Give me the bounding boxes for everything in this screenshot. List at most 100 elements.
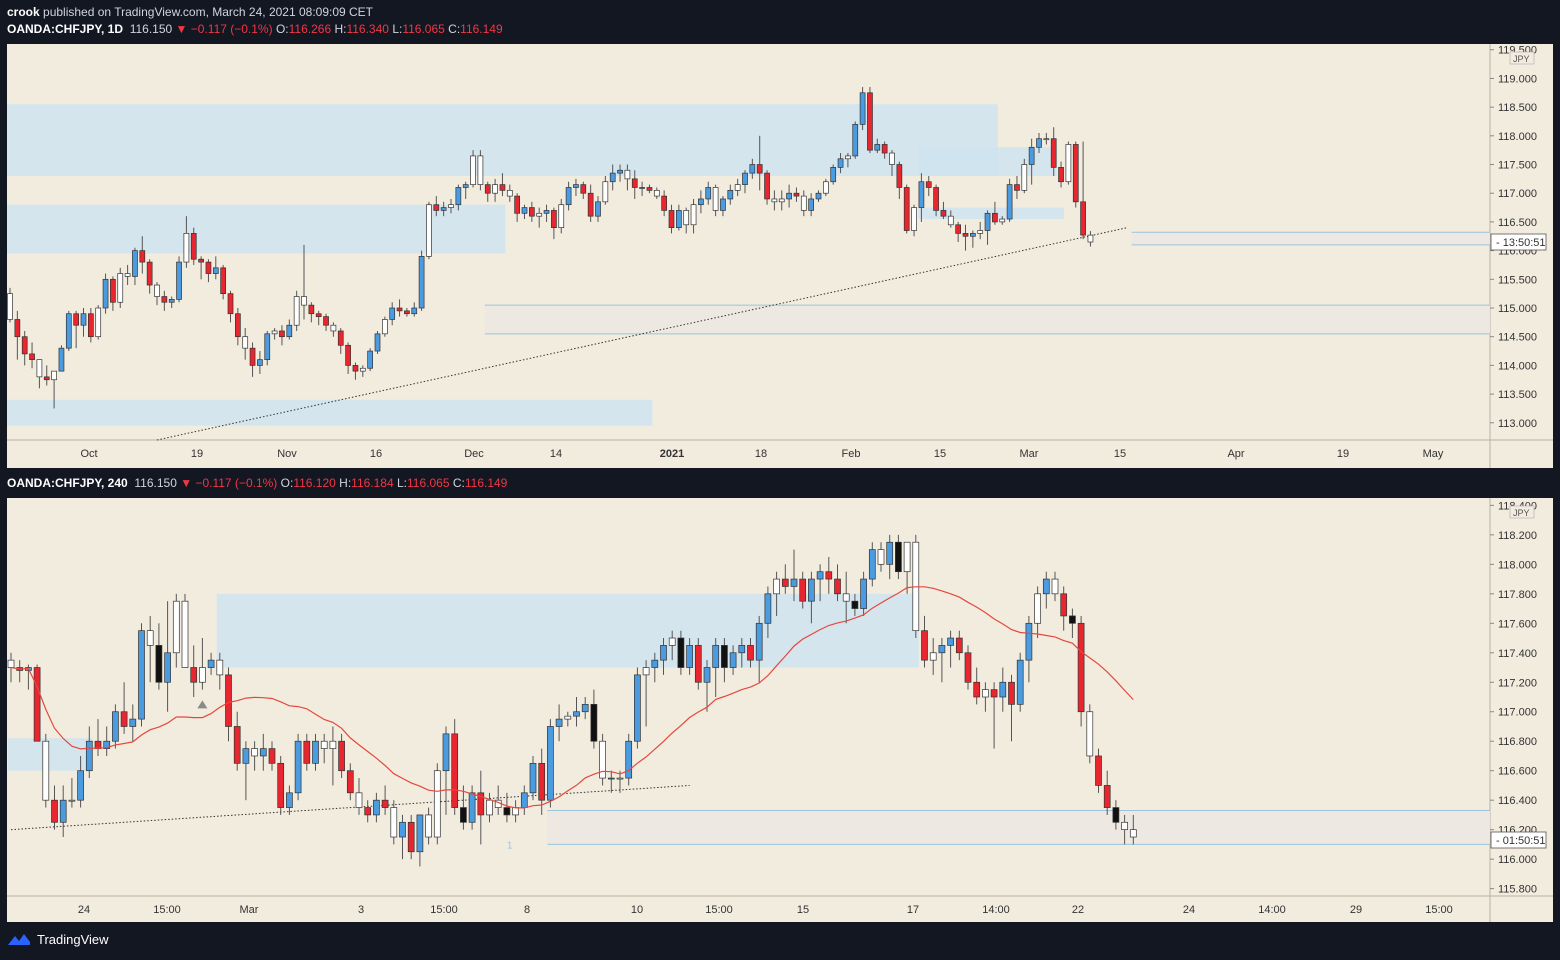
zone-box (216, 593, 919, 668)
candle-body (538, 762, 546, 801)
candle-body (925, 181, 932, 188)
candle-body (112, 711, 119, 742)
candle-body (624, 169, 631, 180)
candle-body (345, 344, 351, 366)
candle-body (822, 181, 829, 194)
candle-body (639, 187, 645, 189)
candle-body (1051, 578, 1059, 595)
candle-body (842, 593, 850, 602)
candle-body (235, 313, 241, 338)
candle-body (199, 667, 206, 683)
candle-body (1077, 622, 1085, 713)
bottom-symbol[interactable]: OANDA:CHFJPY, 240 (7, 476, 128, 490)
bottom-legend: OANDA:CHFJPY, 240 116.150 ▼ −0.117 (−0.1… (7, 476, 507, 490)
top-pane[interactable]: 119.500119.000118.500118.000117.500117.0… (7, 44, 1553, 468)
author-name[interactable]: crook (7, 5, 40, 19)
bottom-pane[interactable]: 1118.400118.200118.000117.800117.600117.… (7, 498, 1553, 922)
candle-body (874, 144, 881, 151)
candle-body (877, 549, 885, 565)
candle-body (660, 645, 667, 661)
candle-body (103, 740, 111, 749)
candle-body (301, 296, 307, 306)
bottom-open: 116.120 (293, 476, 336, 490)
candle-body (808, 198, 815, 211)
candle-body (816, 571, 824, 580)
candle-body (837, 158, 844, 168)
candle-body (227, 293, 234, 315)
zone-box (8, 738, 93, 771)
candle-body (793, 192, 800, 197)
candle-body (359, 367, 366, 372)
candle-body (329, 740, 337, 749)
candle-body (625, 740, 633, 779)
candle-body (808, 578, 815, 602)
candle-body (95, 307, 102, 338)
time-axis-label: 15 (934, 448, 946, 460)
candle-body (984, 212, 991, 231)
candle-body (992, 212, 998, 223)
candle-body (698, 198, 704, 206)
countdown-label: - 01:50:51 (1496, 835, 1546, 847)
candle-body (462, 184, 469, 188)
candle-body (164, 652, 171, 683)
price-axis-label: 118.500 (1498, 102, 1537, 114)
price-axis-label: 113.500 (1498, 389, 1537, 401)
bottom-change: −0.117 (−0.1%) (195, 476, 278, 490)
candle-body (764, 593, 772, 624)
candle-body (293, 296, 300, 326)
price-axis-label: 116.400 (1498, 795, 1537, 807)
candle-body (1021, 164, 1028, 191)
price-axis-label: 115.500 (1498, 274, 1537, 286)
candle-body (607, 777, 615, 780)
candle-body (382, 319, 388, 335)
candle-body (110, 278, 116, 303)
candle-body (1058, 167, 1064, 183)
top-symbol[interactable]: OANDA:CHFJPY, 1D (7, 22, 124, 36)
candle-body (168, 299, 175, 303)
candle-body (286, 792, 293, 808)
candle-body (1028, 146, 1035, 165)
candle-body (747, 645, 754, 661)
candle-body (918, 181, 925, 208)
candle-body (155, 645, 163, 683)
candle-body (364, 807, 372, 816)
price-axis-label: 117.500 (1498, 160, 1537, 172)
top-legend: OANDA:CHFJPY, 1D 116.150 ▼ −0.117 (−0.1%… (7, 22, 503, 36)
price-axis-label: 117.200 (1498, 677, 1537, 689)
candle-body (198, 258, 204, 263)
candle-body (14, 319, 21, 338)
candle-body (933, 187, 939, 211)
candle-body (555, 718, 563, 727)
candle-body (1060, 593, 1068, 617)
top-change: −0.117 (−0.1%) (190, 22, 273, 36)
candle-body (455, 187, 462, 206)
price-axis-label: 117.800 (1498, 589, 1537, 601)
time-axis-label: 17 (907, 904, 919, 916)
time-axis-label: 15:00 (153, 904, 181, 916)
candle-body (138, 630, 145, 720)
candle-body (990, 689, 998, 698)
candle-body (528, 207, 535, 217)
candle-body (799, 578, 807, 602)
trend-line (10, 784, 690, 831)
candle-body (690, 204, 697, 226)
candle-body (146, 261, 153, 286)
candle-body (786, 192, 792, 200)
time-axis-label: 22 (1072, 904, 1084, 916)
candle-body (982, 689, 989, 698)
candle-body (800, 195, 807, 211)
time-axis-label: 15 (1114, 448, 1126, 460)
candle-body (1086, 711, 1094, 757)
candle-body (1014, 184, 1020, 191)
candle-body (668, 637, 676, 646)
candle-body (451, 733, 459, 808)
candle-body (729, 652, 737, 668)
time-axis-label: 24 (1183, 904, 1195, 916)
candle-body (764, 172, 770, 200)
footer-brand[interactable]: TradingView (7, 931, 109, 947)
candle-body (390, 807, 398, 838)
candle-body (860, 578, 867, 609)
bottom-h-label: H: (339, 476, 352, 490)
candle-body (484, 184, 491, 194)
